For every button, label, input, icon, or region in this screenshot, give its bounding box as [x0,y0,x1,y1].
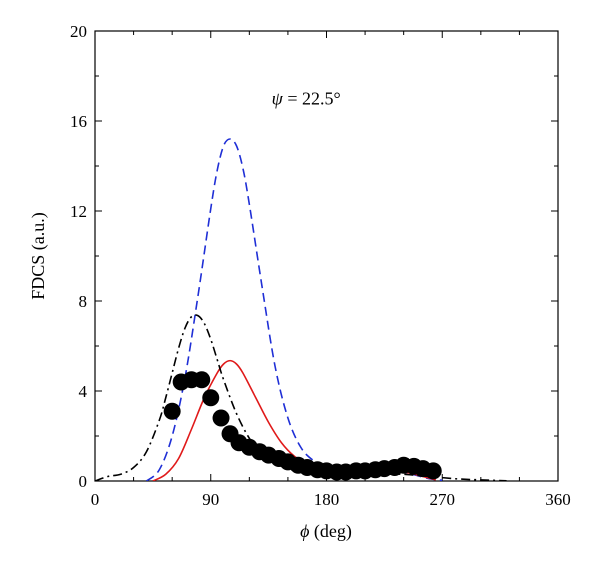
x-tick-label-90: 90 [202,490,219,509]
y-tick-label-20: 20 [70,22,87,41]
data-point-5 [212,409,230,427]
data-point-0 [163,402,181,420]
y-tick-label-16: 16 [70,112,87,131]
y-tick-label-0: 0 [79,472,88,491]
data-point-3 [193,371,211,389]
x-tick-label-0: 0 [91,490,100,509]
y-tick-label-8: 8 [79,292,88,311]
x-axis-unit: (deg) [309,521,351,542]
series-line-dashdot [95,314,507,481]
data-point-27 [424,462,442,480]
psi-annotation: ψ = 22.5° [272,89,341,109]
psi-value: = 22.5° [283,89,341,109]
axis-ticks [94,30,559,482]
tick-labels: 0 90 180 270 360 0 4 8 12 16 20 [70,22,571,509]
x-tick-label-180: 180 [314,490,340,509]
psi-symbol: ψ [272,89,284,109]
y-tick-label-12: 12 [70,202,87,221]
series-markers [163,371,442,481]
data-point-4 [202,389,220,407]
x-axis-symbol: ϕ [300,521,309,541]
x-axis-label: ϕ (deg) [300,521,352,542]
series-layer [95,138,507,481]
x-tick-label-270: 270 [430,490,456,509]
y-axis-label: FDCS (a.u.) [28,212,49,300]
x-tick-label-360: 360 [545,490,571,509]
y-tick-label-4: 4 [79,382,88,401]
